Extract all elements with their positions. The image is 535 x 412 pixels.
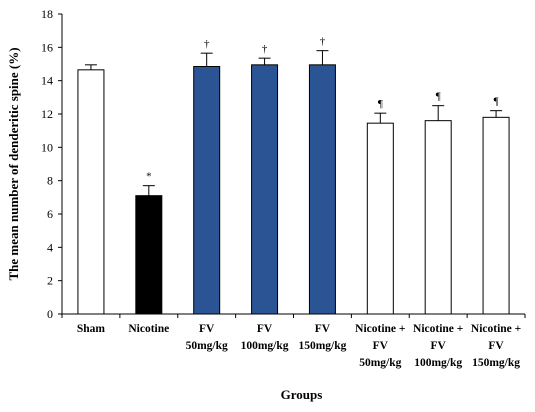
x-category-label: FV	[431, 340, 447, 352]
x-category-label: FV	[488, 340, 504, 352]
x-category-label: 50mg/kg	[186, 340, 228, 352]
bar	[251, 64, 279, 315]
significance-marker: ¶	[436, 91, 441, 103]
x-category-label: Nicotine +	[471, 323, 521, 335]
x-category-label: FV	[373, 340, 389, 352]
x-category-label: Nicotine +	[355, 323, 405, 335]
x-category-label: FV	[315, 323, 331, 335]
bar	[366, 122, 394, 315]
y-tick-label: 8	[47, 174, 53, 188]
significance-marker: †	[320, 36, 326, 48]
significance-markers-layer: * † † † ¶ ¶ ¶	[146, 36, 499, 183]
significance-marker: ¶	[378, 98, 383, 110]
significance-marker: *	[146, 171, 152, 183]
y-tick-label: 18	[41, 7, 53, 21]
bar	[424, 120, 452, 315]
y-tick-label: 12	[41, 107, 53, 121]
x-category-label: Nicotine	[128, 323, 169, 335]
significance-marker: ¶	[494, 96, 499, 108]
bars-layer	[77, 64, 510, 315]
x-category-label: FV	[199, 323, 215, 335]
y-tick-label: 4	[47, 240, 53, 254]
bar	[77, 69, 105, 315]
x-category-label: 100mg/kg	[414, 357, 462, 369]
y-tick-label: 6	[47, 207, 53, 221]
bar	[308, 64, 336, 315]
bar	[193, 66, 221, 315]
x-category-label: 150mg/kg	[472, 357, 520, 369]
y-ticks-layer: 0 2 4 6 8 10 12 14 16 18	[41, 7, 62, 321]
x-category-label: 50mg/kg	[359, 357, 401, 369]
y-tick-label: 10	[41, 140, 53, 154]
bar	[482, 116, 510, 315]
x-category-label: Sham	[77, 323, 106, 335]
y-tick-label: 0	[47, 307, 53, 321]
x-axis-title: Groups	[281, 387, 323, 402]
x-category-label: Nicotine +	[413, 323, 463, 335]
y-axis-title: The mean number of denderitic spine (%)	[6, 47, 21, 280]
significance-marker: †	[262, 43, 268, 55]
y-tick-label: 2	[47, 274, 53, 288]
x-category-labels-layer: Sham Nicotine FV 50mg/kg FV 100mg/kg FV 150mg/k…	[61, 314, 526, 369]
x-category-label: 100mg/kg	[241, 340, 289, 352]
error-bars-layer	[84, 50, 503, 196]
significance-marker: †	[204, 38, 210, 50]
x-category-label: FV	[257, 323, 273, 335]
bar	[135, 195, 163, 315]
y-tick-label: 16	[41, 40, 53, 54]
y-tick-label: 14	[41, 74, 53, 88]
x-category-label: 150mg/kg	[298, 340, 346, 352]
